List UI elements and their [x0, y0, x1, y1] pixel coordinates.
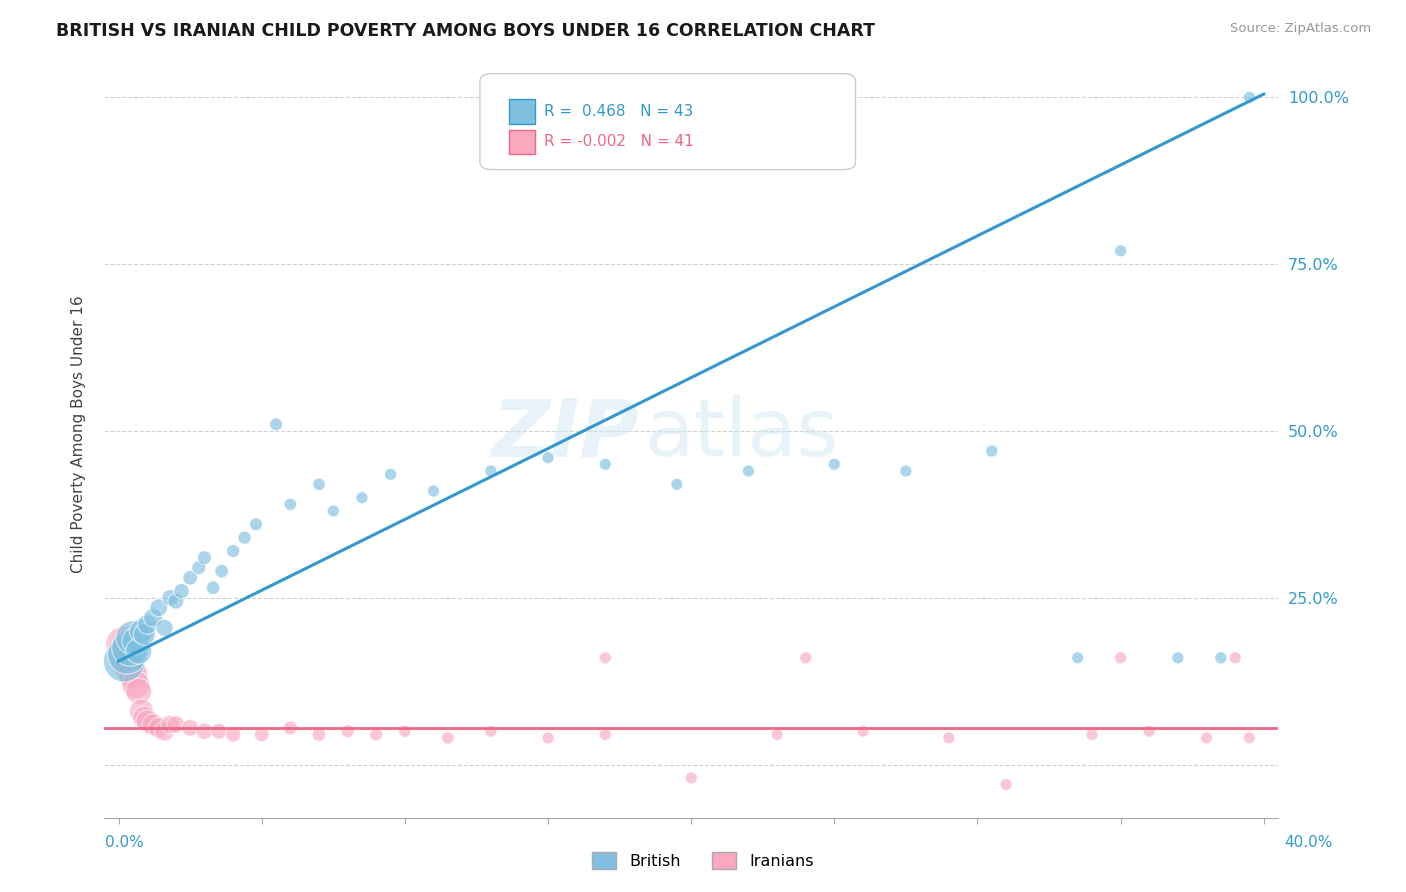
Point	[142, 611, 165, 625]
Text: 40.0%: 40.0%	[1285, 836, 1333, 850]
Point	[437, 731, 460, 745]
Y-axis label: Child Poverty Among Boys Under 16: Child Poverty Among Boys Under 16	[72, 295, 86, 574]
Point	[233, 531, 256, 545]
Text: ZIP: ZIP	[491, 395, 638, 474]
Point	[280, 721, 302, 735]
Point	[1066, 650, 1088, 665]
Point	[1195, 731, 1218, 745]
Point	[1081, 727, 1104, 741]
Point	[159, 717, 181, 731]
Point	[894, 464, 917, 478]
Point	[280, 497, 302, 511]
Point	[665, 477, 688, 491]
Point	[148, 721, 170, 735]
Point	[179, 721, 201, 735]
Point	[380, 467, 402, 482]
Point	[595, 727, 617, 741]
Point	[595, 458, 617, 472]
Point	[595, 650, 617, 665]
Point	[852, 724, 875, 739]
Point	[112, 654, 135, 668]
Point	[1239, 90, 1261, 104]
Point	[1167, 650, 1189, 665]
Point	[422, 483, 444, 498]
Point	[766, 727, 789, 741]
Point	[222, 544, 245, 558]
Point	[165, 717, 187, 731]
Text: BRITISH VS IRANIAN CHILD POVERTY AMONG BOYS UNDER 16 CORRELATION CHART: BRITISH VS IRANIAN CHILD POVERTY AMONG B…	[56, 22, 876, 40]
Point	[245, 517, 267, 532]
Point	[179, 571, 201, 585]
Point	[142, 717, 165, 731]
Point	[115, 648, 138, 662]
Point	[128, 684, 150, 698]
FancyBboxPatch shape	[509, 129, 536, 154]
Point	[264, 417, 287, 432]
Point	[1209, 650, 1232, 665]
Legend: British, Iranians: British, Iranians	[586, 846, 820, 875]
Point	[193, 724, 215, 739]
Point	[131, 624, 153, 639]
Point	[211, 564, 233, 578]
Point	[737, 464, 759, 478]
Point	[322, 504, 344, 518]
Point	[222, 727, 245, 741]
FancyBboxPatch shape	[479, 74, 855, 169]
Point	[336, 724, 359, 739]
Point	[479, 724, 502, 739]
Point	[208, 724, 231, 739]
Point	[350, 491, 373, 505]
Point	[823, 458, 845, 472]
Point	[202, 581, 225, 595]
Point	[187, 560, 209, 574]
Text: 0.0%: 0.0%	[105, 836, 145, 850]
Point	[1223, 650, 1246, 665]
Point	[122, 667, 145, 681]
Point	[165, 594, 187, 608]
Point	[134, 627, 156, 641]
Point	[148, 600, 170, 615]
Point	[308, 477, 330, 491]
Point	[112, 637, 135, 651]
Point	[153, 724, 176, 739]
Point	[681, 771, 703, 785]
Point	[125, 634, 148, 648]
Point	[128, 644, 150, 658]
Point	[995, 778, 1018, 792]
Point	[125, 677, 148, 691]
Text: Source: ZipAtlas.com: Source: ZipAtlas.com	[1230, 22, 1371, 36]
Point	[1239, 731, 1261, 745]
Point	[136, 714, 159, 729]
Point	[537, 731, 560, 745]
Text: R = -0.002   N = 41: R = -0.002 N = 41	[544, 135, 695, 150]
Point	[170, 584, 193, 599]
Point	[479, 464, 502, 478]
Point	[115, 654, 138, 668]
Point	[134, 711, 156, 725]
Point	[122, 631, 145, 645]
Point	[1137, 724, 1160, 739]
Point	[193, 550, 215, 565]
Point	[366, 727, 388, 741]
Point	[394, 724, 416, 739]
Point	[1109, 244, 1132, 258]
Point	[120, 640, 142, 655]
Point	[308, 727, 330, 741]
Text: atlas: atlas	[644, 395, 838, 474]
Text: R =  0.468   N = 43: R = 0.468 N = 43	[544, 103, 693, 119]
Point	[980, 444, 1002, 458]
Point	[250, 727, 273, 741]
Point	[153, 621, 176, 635]
Point	[794, 650, 817, 665]
Point	[537, 450, 560, 465]
FancyBboxPatch shape	[509, 99, 536, 124]
Point	[131, 704, 153, 718]
Point	[1109, 650, 1132, 665]
Point	[120, 661, 142, 675]
Point	[136, 617, 159, 632]
Point	[159, 591, 181, 605]
Point	[938, 731, 960, 745]
